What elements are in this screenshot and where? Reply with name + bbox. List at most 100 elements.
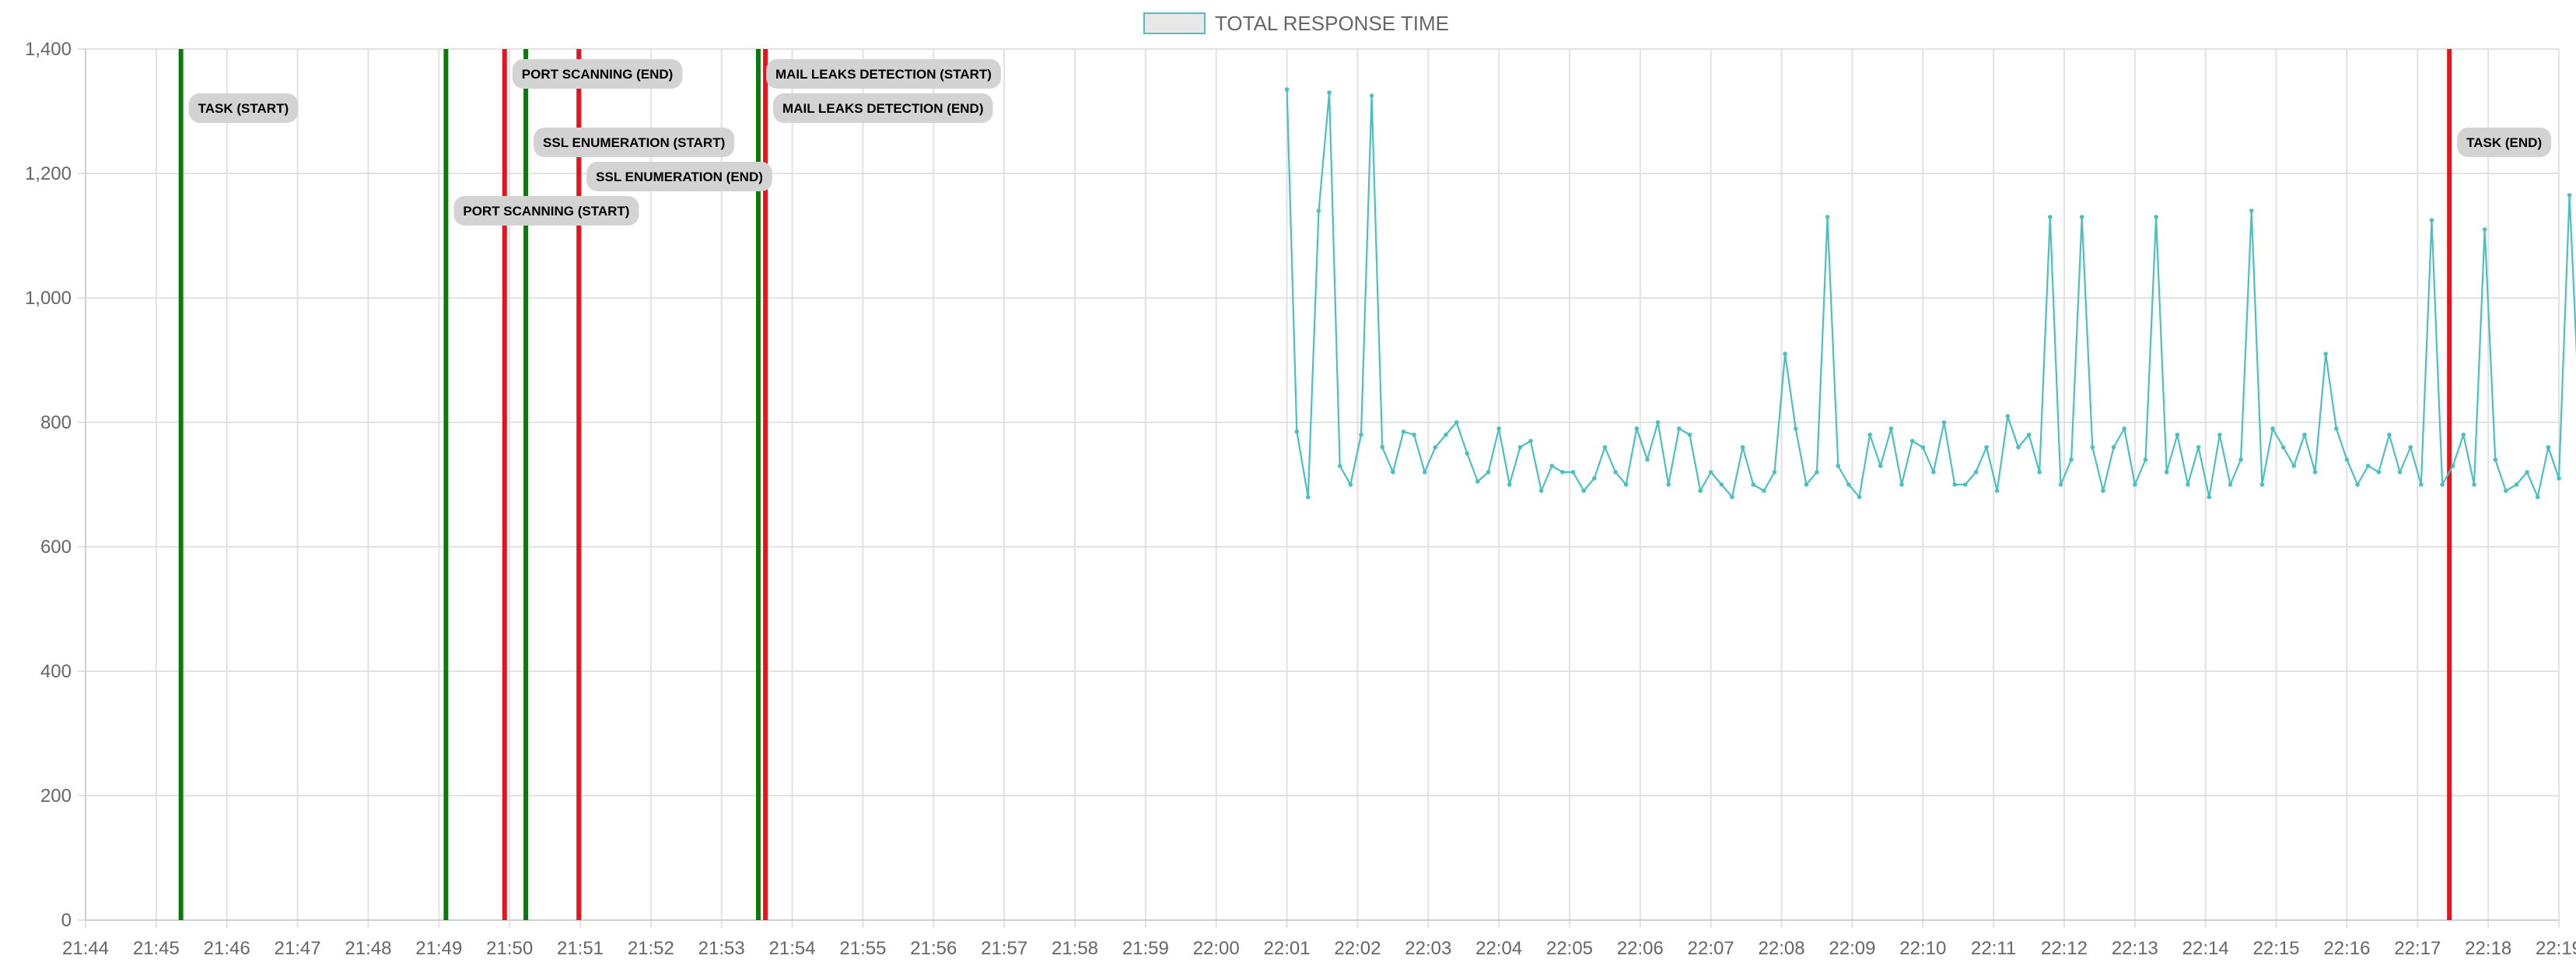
event-label-box [453,196,639,226]
x-tick-label: 21:48 [345,938,391,959]
data-point [1284,87,1290,92]
data-point [1391,470,1395,474]
data-point [2323,352,2328,356]
data-point [1994,488,2000,493]
y-tick-label: 1,200 [25,163,72,184]
event-label: SSL ENUMERATION (START) [534,128,735,157]
data-point [1825,215,1830,219]
data-point [1867,432,1872,437]
event-label-box [534,128,735,157]
event-label-text: PORT SCANNING (END) [522,67,674,82]
data-point [2111,445,2116,450]
x-tick-label: 21:53 [698,938,745,959]
data-point [1294,429,1300,434]
event-label-text: MAIL LEAKS DETECTION (END) [782,101,983,116]
event-markers [178,49,2452,920]
data-point [1465,451,1470,456]
event-label-box [188,93,299,123]
x-tick-label: 22:17 [2394,938,2441,959]
event-label: MAIL LEAKS DETECTION (END) [773,93,993,123]
data-point [1348,482,1353,487]
data-point [2207,495,2212,499]
data-point [1623,482,1629,487]
x-tick-label: 22:07 [1688,938,1734,959]
data-point [1909,439,1915,443]
data-point [2419,482,2424,487]
data-point [1655,420,1661,425]
data-point [1517,445,1523,450]
data-point [1538,488,1544,493]
x-tick-label: 22:14 [2182,938,2229,959]
event-label: TASK (END) [2457,128,2552,157]
x-tick-label: 22:06 [1617,938,1664,959]
data-point [2122,426,2127,431]
data-point [2450,464,2455,468]
data-point [1719,482,1724,487]
x-tick-label: 21:54 [769,938,816,959]
data-point [1560,470,1565,474]
data-point [2365,464,2371,468]
data-point [1602,445,1608,450]
data-point [2048,215,2053,219]
data-point [2334,426,2339,431]
data-point [1369,93,1374,98]
data-point [2376,470,2382,474]
event-label-box [512,59,683,89]
data-point [2546,445,2551,450]
data-point [2535,495,2540,499]
data-point [2557,476,2561,481]
data-point [2069,457,2074,462]
data-point [2387,432,2392,437]
data-point [2196,445,2201,450]
data-point [1677,426,1682,431]
y-axis: 0 200 400 600 800 1,000 1,200 1,400 [25,39,72,931]
data-point [1963,482,1968,487]
data-point [2090,445,2095,450]
event-label: TASK (START) [188,93,299,123]
data-point [2525,470,2529,474]
data-point [1941,420,1947,425]
data-point [1836,464,1841,468]
data-point [2101,488,2105,493]
data-point [1401,429,1406,434]
event-label-text: MAIL LEAKS DETECTION (START) [775,67,992,82]
data-point [2270,426,2275,431]
data-point [2514,482,2519,487]
data-point [2079,215,2084,219]
event-label-box [765,59,1001,89]
data-point [2302,432,2307,437]
data-point [1549,464,1555,468]
data-point [1793,426,1798,431]
x-tick-label: 22:18 [2465,938,2511,959]
x-tick-label: 22:11 [1971,938,2016,959]
event-label-text: PORT SCANNING (START) [463,204,629,219]
data-point [1931,470,1936,474]
data-point [2461,432,2466,437]
data-point [1592,476,1597,481]
legend-swatch[interactable] [1143,12,1206,34]
x-tick-label: 21:58 [1052,938,1098,959]
event-label-text: TASK (START) [198,101,289,116]
event-labels: TASK (START) PORT SCANNING (START) PORT SC… [188,59,2552,226]
event-label: PORT SCANNING (END) [512,59,683,89]
y-tick-label: 800 [40,412,72,433]
chart-legend[interactable]: TOTAL RESPONSE TIME [1143,12,1449,35]
data-point [2355,482,2360,487]
x-tick-label: 22:16 [2323,938,2370,959]
data-point [1412,432,1416,437]
event-label-text: TASK (END) [2466,135,2542,150]
data-point [1899,482,1904,487]
x-tick-label: 22:12 [2041,938,2088,959]
data-point [1888,426,1894,431]
data-point [1433,445,1438,450]
legend-label[interactable]: TOTAL RESPONSE TIME [1215,12,1449,35]
x-tick-label: 21:46 [204,938,250,959]
data-point [1730,495,1734,499]
data-point [1762,488,1766,493]
event-label-box [586,162,772,191]
data-point [1613,470,1618,474]
data-point [2026,432,2032,437]
data-point [2493,457,2498,462]
data-point [1857,495,1862,499]
data-point [1528,439,1533,443]
